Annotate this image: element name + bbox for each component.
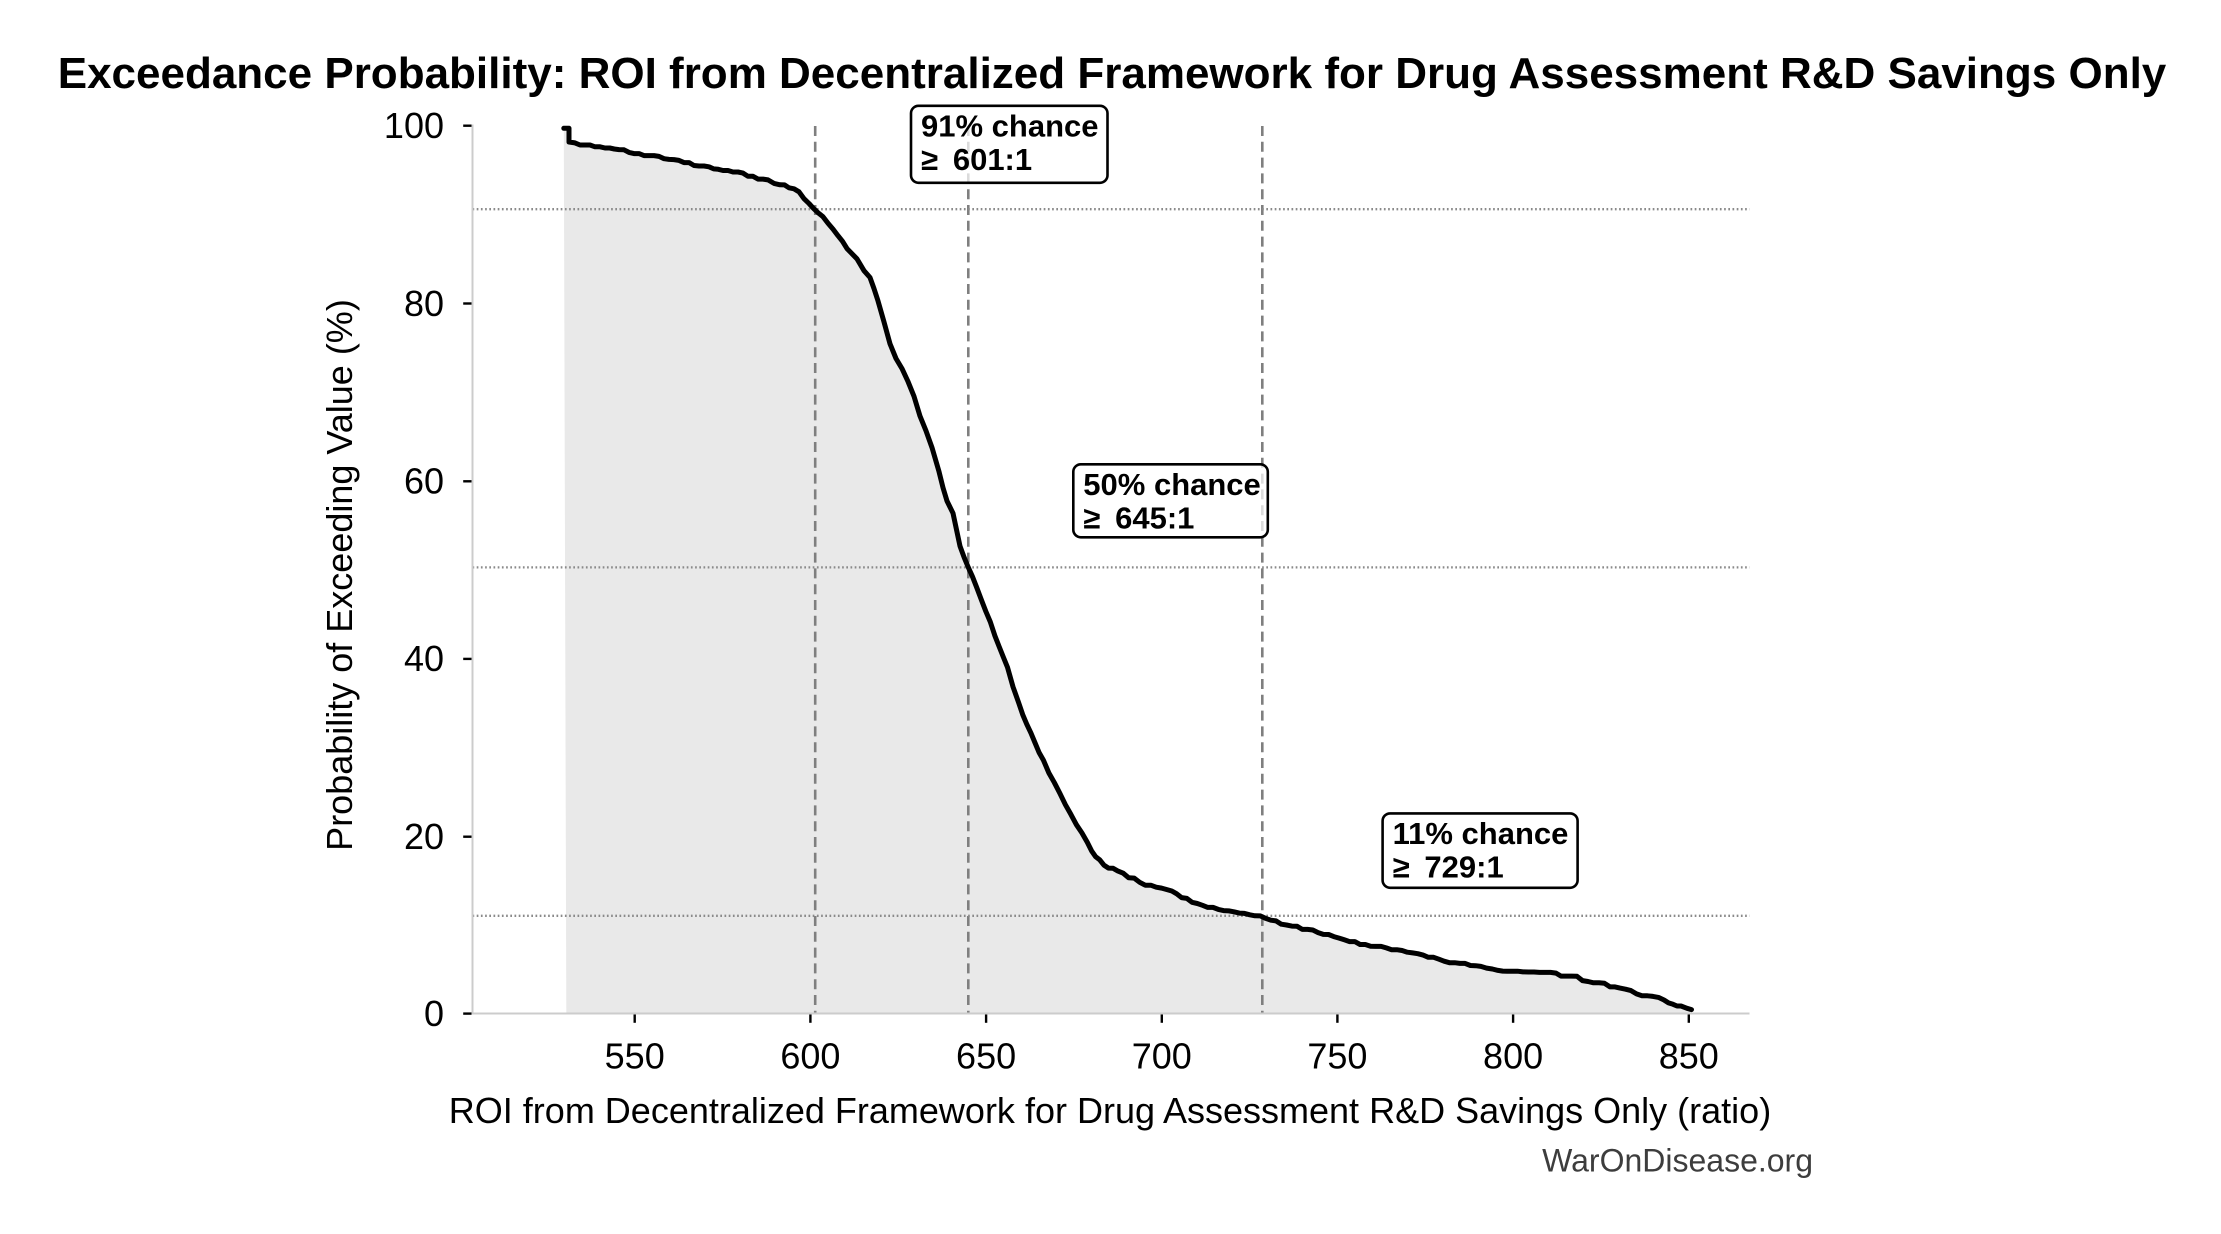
svg-text:550: 550	[605, 1035, 665, 1076]
svg-text:850: 850	[1659, 1035, 1719, 1076]
svg-text:11% chance: 11% chance	[1393, 816, 1569, 851]
svg-text:750: 750	[1307, 1035, 1367, 1076]
svg-text:WarOnDisease.org: WarOnDisease.org	[1542, 1142, 1813, 1178]
svg-text:650: 650	[956, 1035, 1016, 1076]
svg-text:Exceedance Probability: ROI fr: Exceedance Probability: ROI from Decentr…	[58, 49, 2167, 98]
svg-text:60: 60	[404, 461, 444, 502]
svg-text:ROI from Decentralized Framewo: ROI from Decentralized Framework for Dru…	[449, 1090, 1771, 1131]
svg-text:100: 100	[384, 105, 444, 146]
svg-text:≥ 601:1: ≥ 601:1	[921, 142, 1032, 177]
svg-text:20: 20	[404, 816, 444, 857]
svg-text:50% chance: 50% chance	[1083, 467, 1261, 502]
svg-text:80: 80	[404, 283, 444, 324]
svg-text:Probability of Exceeding Value: Probability of Exceeding Value (%)	[319, 299, 360, 851]
svg-text:800: 800	[1483, 1035, 1543, 1076]
svg-text:40: 40	[404, 638, 444, 679]
svg-text:91% chance: 91% chance	[921, 108, 1099, 143]
svg-text:700: 700	[1132, 1035, 1192, 1076]
svg-text:600: 600	[780, 1035, 840, 1076]
svg-text:0: 0	[424, 993, 444, 1034]
svg-text:≥ 645:1: ≥ 645:1	[1083, 500, 1194, 535]
svg-text:≥ 729:1: ≥ 729:1	[1393, 849, 1504, 884]
